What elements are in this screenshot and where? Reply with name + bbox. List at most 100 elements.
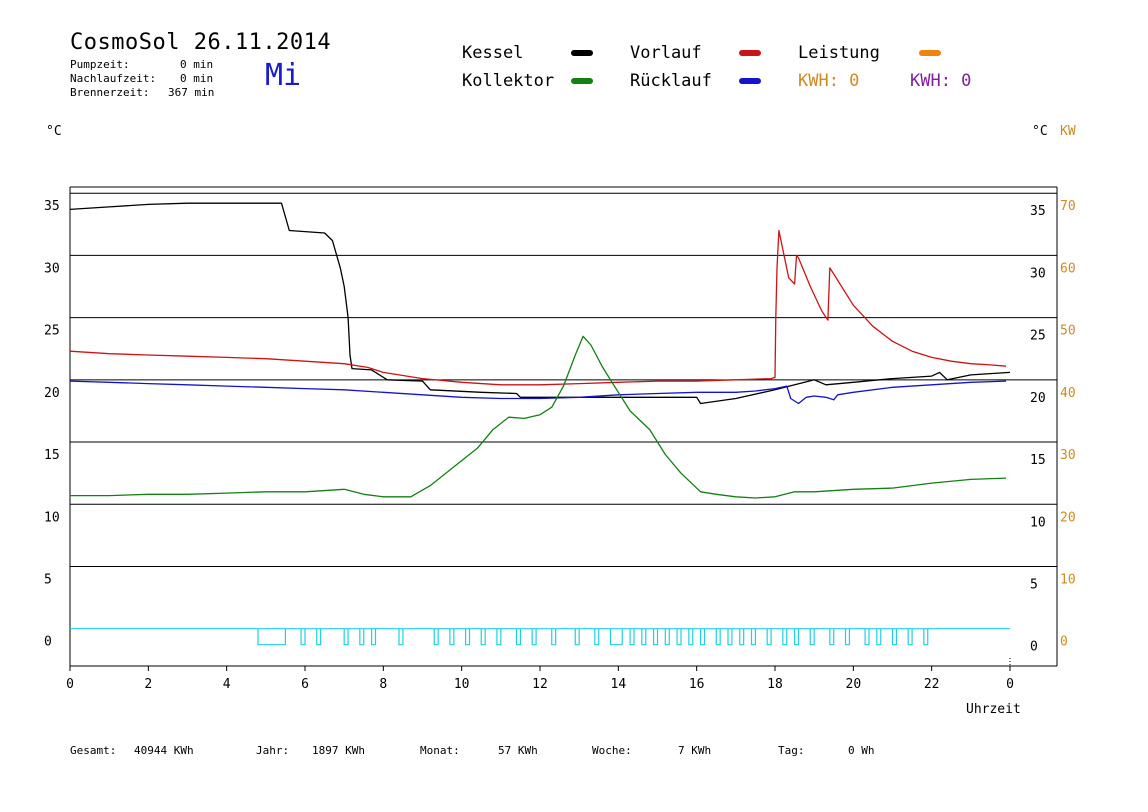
- pump-pulse-38: [907, 628, 913, 646]
- footer-gesamt-value: 40944 KWh: [134, 744, 194, 757]
- y-tick-left-10: 10: [44, 510, 60, 525]
- y-tick-right-10: 10: [1030, 515, 1046, 530]
- pump-pulse-25: [715, 628, 721, 646]
- stat-value-nachlaufzeit: 0 min: [180, 72, 214, 85]
- legend-vorlauf-label: Vorlauf: [630, 43, 702, 63]
- pump-pulse-19: [641, 628, 647, 646]
- x-tick-1: 2: [144, 677, 152, 692]
- pump-pulse-27: [739, 628, 745, 646]
- pump-pulse-24: [699, 628, 706, 646]
- pump-pulse-37: [891, 628, 898, 646]
- x-tick-4: 8: [379, 677, 387, 692]
- right-axis-unit: °C: [1032, 124, 1048, 139]
- y-tick-left-0: 0: [44, 635, 52, 650]
- x-tick-12: 0: [1006, 677, 1014, 692]
- x-tick-0: 0: [66, 677, 74, 692]
- stat-label-pumpzeit: Pumpzeit:: [70, 58, 130, 71]
- series-line-vorlauf: [69, 229, 1007, 386]
- pump-pulse-21: [664, 628, 670, 646]
- pump-pulse-9: [464, 628, 471, 646]
- x-tick-6: 12: [532, 677, 548, 692]
- y-tick-left-25: 25: [44, 324, 60, 339]
- footer-gesamt-label: Gesamt:: [70, 744, 117, 757]
- pump-pulse-4: [359, 628, 365, 646]
- y-tick-left-30: 30: [44, 261, 60, 276]
- pump-pulse-5: [370, 628, 377, 646]
- pump-pulse-39: [923, 628, 929, 646]
- pump-pulse-34: [844, 628, 851, 646]
- pump-pulse-33: [829, 628, 835, 646]
- stat-value-pumpzeit: 0 min: [180, 58, 214, 71]
- pump-pulse-20: [652, 628, 659, 646]
- pump-pulse-11: [496, 628, 502, 646]
- x-tick-3: 6: [301, 677, 309, 692]
- y-tick-left-5: 5: [44, 572, 52, 587]
- pump-pulse-3: [343, 628, 349, 646]
- x-tick-2: 4: [223, 677, 231, 692]
- pump-pulse-22: [676, 628, 682, 646]
- pump-pulse-32: [809, 628, 815, 646]
- kw-tick-60: 60: [1060, 261, 1076, 276]
- kw-tick-70: 70: [1060, 199, 1076, 214]
- stat-value-brennerzeit: 367 min: [168, 86, 215, 99]
- pump-pulse-35: [864, 628, 870, 646]
- footer-monat-value: 57 KWh: [498, 744, 538, 757]
- x-tick-11: 22: [924, 677, 940, 692]
- pump-pulse-12: [515, 628, 522, 646]
- legend-kessel-label: Kessel: [462, 43, 524, 63]
- pump-pulse-30: [782, 628, 788, 646]
- pump-pulse-1: [300, 628, 306, 646]
- footer-woche-value: 7 KWh: [678, 744, 712, 757]
- pump-pulse-14: [551, 628, 557, 646]
- kw-tick-30: 30: [1060, 448, 1076, 463]
- legend-kollektor-label: Kollektor: [462, 71, 555, 91]
- pump-pulse-23: [688, 628, 694, 646]
- footer-tag-label: Tag:: [778, 744, 805, 757]
- y-tick-right-35: 35: [1030, 204, 1046, 219]
- left-axis-unit: °C: [46, 124, 62, 139]
- kw-tick-10: 10: [1060, 572, 1076, 587]
- pump-pulse-17: [609, 628, 623, 646]
- footer-woche-label: Woche:: [592, 744, 632, 757]
- kw-tick-20: 20: [1060, 510, 1076, 525]
- x-tick-8: 16: [689, 677, 705, 692]
- x-axis-label: Uhrzeit: [966, 702, 1021, 717]
- series-line-kessel: [69, 202, 1011, 405]
- kw-axis-unit: KW: [1060, 124, 1076, 139]
- footer-jahr-label: Jahr:: [256, 744, 290, 757]
- pump-pulse-2: [316, 628, 322, 646]
- pump-pulse-18: [629, 628, 635, 646]
- pump-pulse-28: [750, 628, 757, 646]
- pump-pulse-16: [594, 628, 600, 646]
- y-tick-right-5: 5: [1030, 577, 1038, 592]
- y-tick-right-30: 30: [1030, 266, 1046, 281]
- pump-pulse-15: [574, 628, 580, 646]
- pump-pulse-36: [876, 628, 882, 646]
- series-line-kollektor: [70, 335, 1007, 499]
- pump-pulse-10: [480, 628, 486, 646]
- x-tick-7: 14: [611, 677, 627, 692]
- weekday-label: Mi: [265, 58, 302, 93]
- y-tick-left-20: 20: [44, 386, 60, 401]
- legend-ruecklauf-label: Rücklauf: [630, 71, 712, 91]
- footer-tag-value: 0 Wh: [848, 744, 875, 757]
- pump-pulse-26: [727, 628, 733, 646]
- y-tick-right-25: 25: [1030, 329, 1046, 344]
- x-tick-5: 10: [454, 677, 470, 692]
- kw-tick-40: 40: [1060, 386, 1076, 401]
- pump-pulse-31: [793, 628, 800, 646]
- y-tick-right-0: 0: [1030, 640, 1038, 655]
- pump-pulse-6: [398, 628, 404, 646]
- legend-kwh-purple: KWH: 0: [910, 71, 972, 91]
- pump-pulse-29: [766, 628, 772, 646]
- y-tick-right-15: 15: [1030, 453, 1046, 468]
- x-tick-10: 20: [846, 677, 862, 692]
- kw-tick-0: 0: [1060, 635, 1068, 650]
- x-tick-9: 18: [767, 677, 783, 692]
- y-tick-right-20: 20: [1030, 391, 1046, 406]
- stat-label-nachlaufzeit: Nachlaufzeit:: [70, 72, 157, 85]
- pump-pulse-13: [531, 628, 537, 646]
- pump-pulse-7: [433, 628, 439, 646]
- pump-pulse-0: [257, 628, 287, 646]
